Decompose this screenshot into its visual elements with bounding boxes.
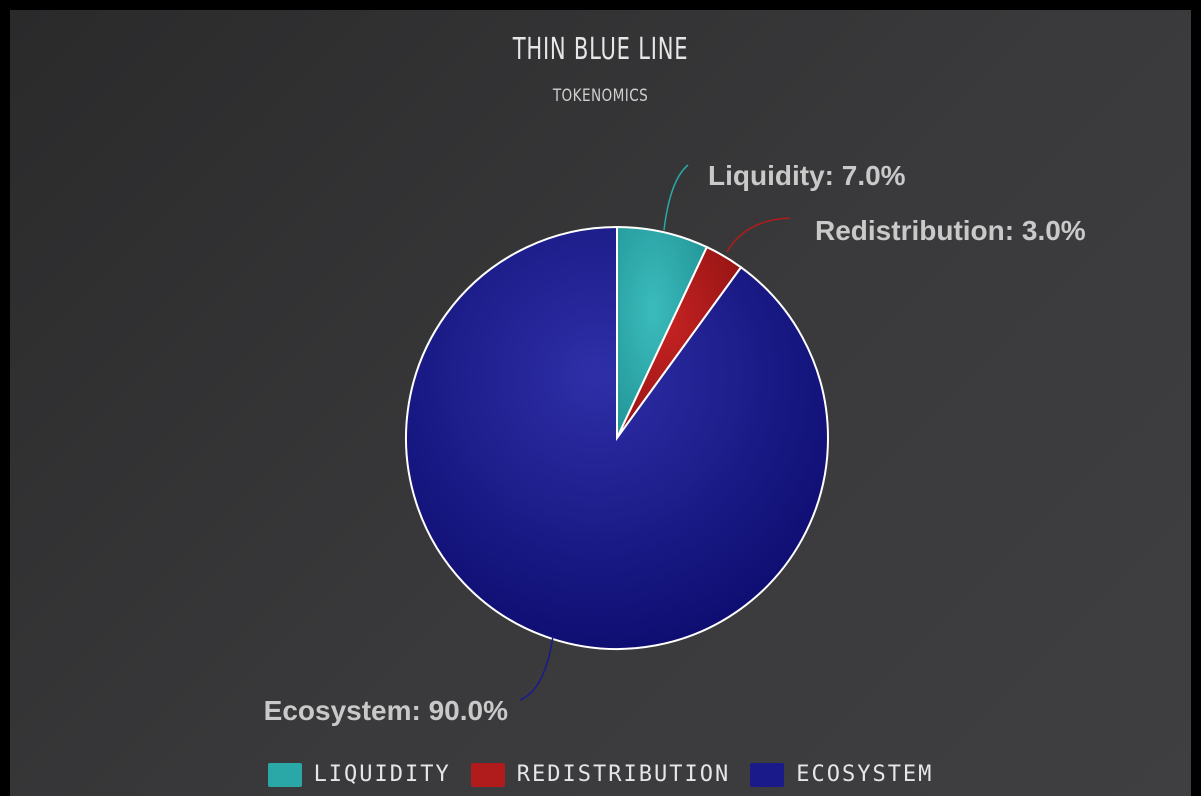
legend-label-redistribution: REDISTRIBUTION — [516, 762, 731, 787]
data-label-liquidity: Liquidity: 7.0% — [708, 160, 906, 191]
data-label-redistribution: Redistribution: 3.0% — [815, 215, 1086, 246]
legend-swatch-redistribution — [470, 762, 505, 787]
legend-label-liquidity: LIQUIDITY — [313, 762, 451, 787]
chart-title: THIN BLUE LINE — [512, 32, 689, 67]
pie-labels: Liquidity: 7.0% Redistribution: 3.0% Ecosy… — [264, 160, 1086, 726]
legend-item-redistribution[interactable]: REDISTRIBUTION — [470, 762, 731, 787]
label-connector-ecosystem — [519, 635, 554, 701]
legend-swatch-ecosystem — [750, 762, 785, 787]
legend-item-liquidity[interactable]: LIQUIDITY — [267, 762, 451, 787]
data-label-ecosystem: Ecosystem: 90.0% — [264, 695, 508, 726]
chart-panel: THIN BLUE LINE TOKENOMICS LIQUIDITY REDI… — [10, 10, 1191, 796]
chart-legend: LIQUIDITY REDISTRIBUTION ECOSYSTEM — [10, 762, 1191, 787]
pie-slice-ecosystem[interactable] — [405, 225, 829, 650]
legend-label-ecosystem: ECOSYSTEM — [796, 762, 934, 787]
label-connector-liquidity — [663, 164, 689, 231]
label-connector-redistribution — [726, 217, 791, 253]
legend-item-ecosystem[interactable]: ECOSYSTEM — [750, 762, 933, 787]
pie-slices — [405, 225, 829, 650]
legend-swatch-liquidity — [267, 762, 302, 787]
chart-subtitle: TOKENOMICS — [552, 86, 649, 106]
